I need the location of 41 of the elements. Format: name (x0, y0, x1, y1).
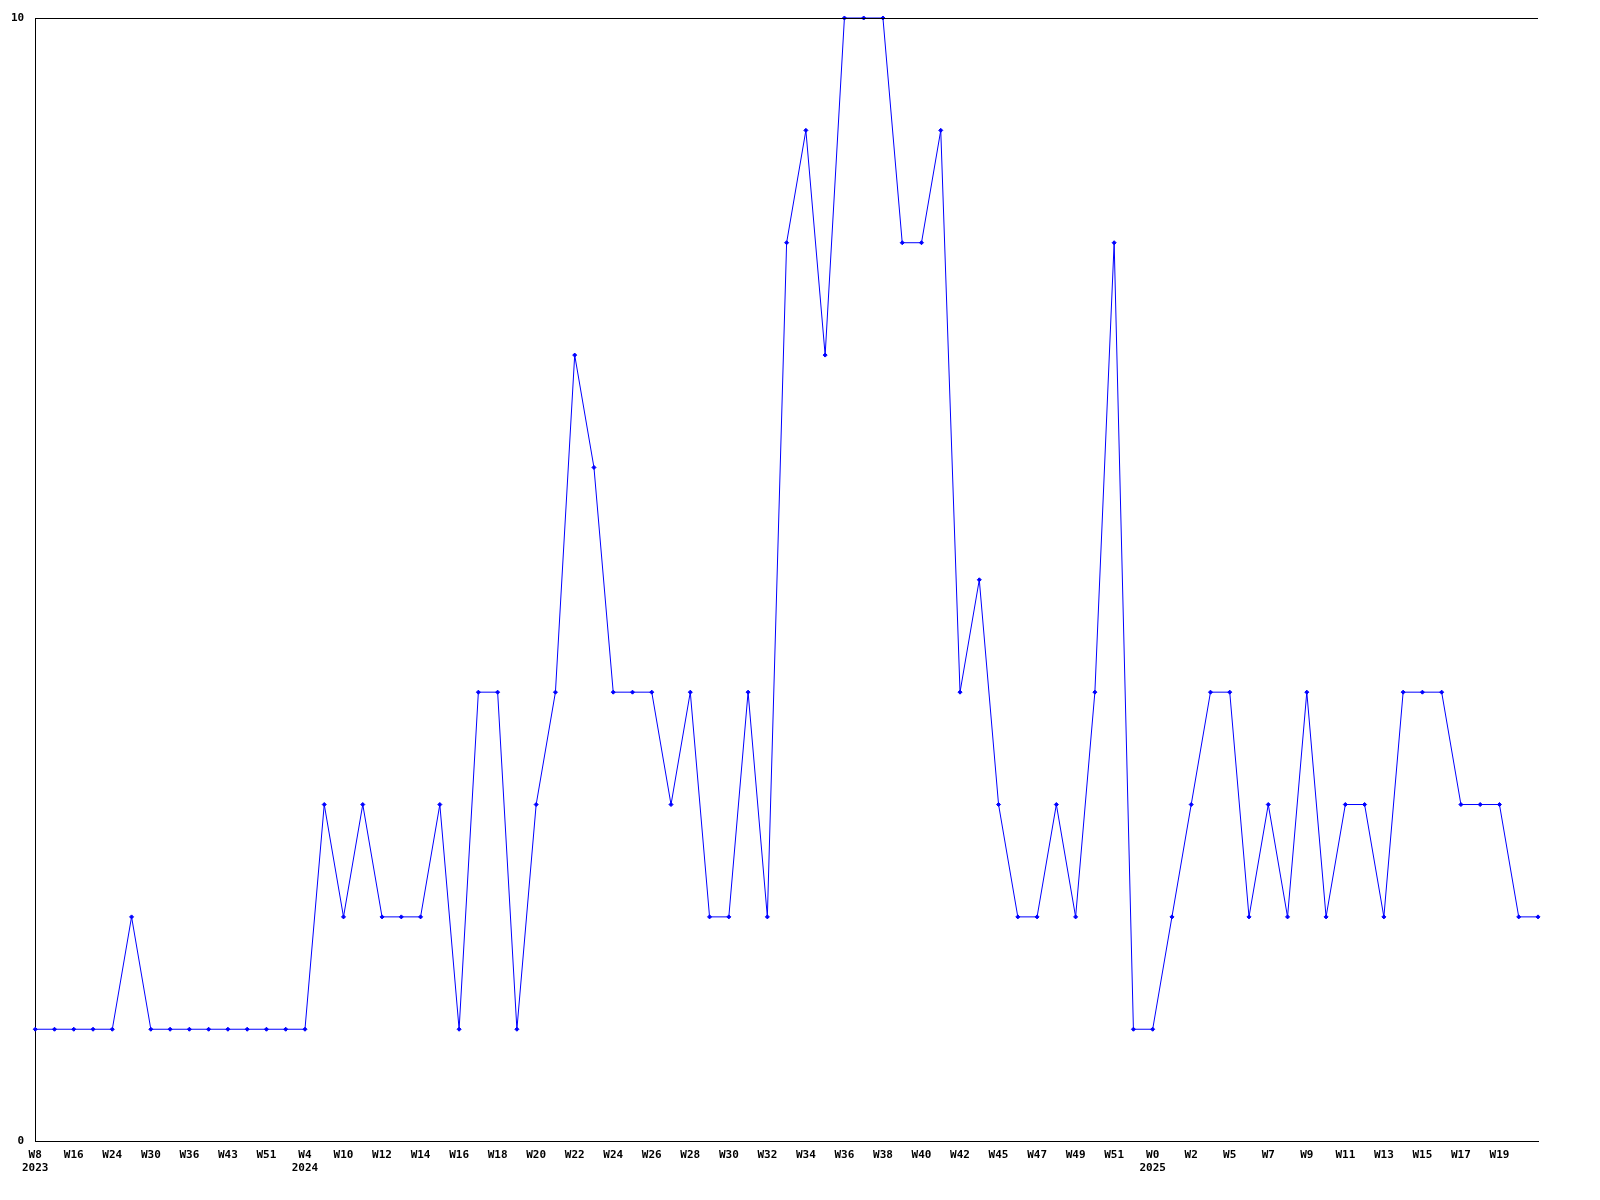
x-tick-label: W20 (526, 1148, 547, 1162)
x-tick-label: W51 (256, 1148, 277, 1162)
x-tick-label: W11 (1335, 1148, 1356, 1162)
x-tick-label: W42 (950, 1148, 970, 1162)
x-tick-label: W34 (795, 1148, 817, 1162)
x-tick-label: W22 (564, 1148, 585, 1162)
x-tick-label: W0 2025 (1139, 1148, 1166, 1175)
x-tick-label: W5 (1223, 1148, 1237, 1162)
x-tick-label: W47 (1027, 1148, 1048, 1162)
x-tick-label: W24 (102, 1148, 123, 1162)
x-tick-label: W26 (641, 1148, 663, 1162)
x-tick-label: W19 (1489, 1148, 1510, 1162)
x-tick-label: W28 (680, 1148, 701, 1162)
x-tick-label: W7 (1261, 1148, 1275, 1162)
x-tick-label: W4 2024 (291, 1148, 319, 1175)
x-tick-label: W30 (718, 1148, 739, 1162)
x-tick-label: W16 (63, 1148, 85, 1162)
x-tick-label: W8 2023 (22, 1148, 49, 1175)
x-tick-label: W10 (333, 1148, 354, 1162)
x-tick-label: W12 (372, 1148, 392, 1162)
x-tick-label: W13 (1373, 1148, 1394, 1162)
x-tick-label: W16 (449, 1148, 470, 1162)
x-tick-label: W43 (217, 1148, 238, 1162)
x-tick-label: W2 (1184, 1148, 1198, 1162)
x-tick-label: W9 (1300, 1148, 1314, 1162)
x-tick-label: W45 (988, 1148, 1009, 1162)
x-tick-label: W49 (1065, 1148, 1086, 1162)
x-tick-label: W30 (140, 1148, 161, 1162)
y-tick-label: 0 (17, 1134, 25, 1148)
y-tick-label: 10 (11, 10, 25, 24)
x-tick-label: W24 (603, 1148, 624, 1162)
x-tick-label: W36 (834, 1148, 855, 1162)
x-tick-label: W36 (179, 1148, 200, 1162)
x-tick-label: W17 (1451, 1148, 1471, 1162)
x-tick-label: W38 (873, 1148, 893, 1162)
x-tick-label: W14 (410, 1148, 431, 1162)
x-tick-label: W51 (1104, 1148, 1125, 1162)
x-tick-label: W15 (1412, 1148, 1433, 1162)
x-tick-label: W32 (757, 1148, 778, 1162)
x-tick-label: W40 (911, 1148, 932, 1162)
x-tick-label: W18 (487, 1148, 508, 1162)
